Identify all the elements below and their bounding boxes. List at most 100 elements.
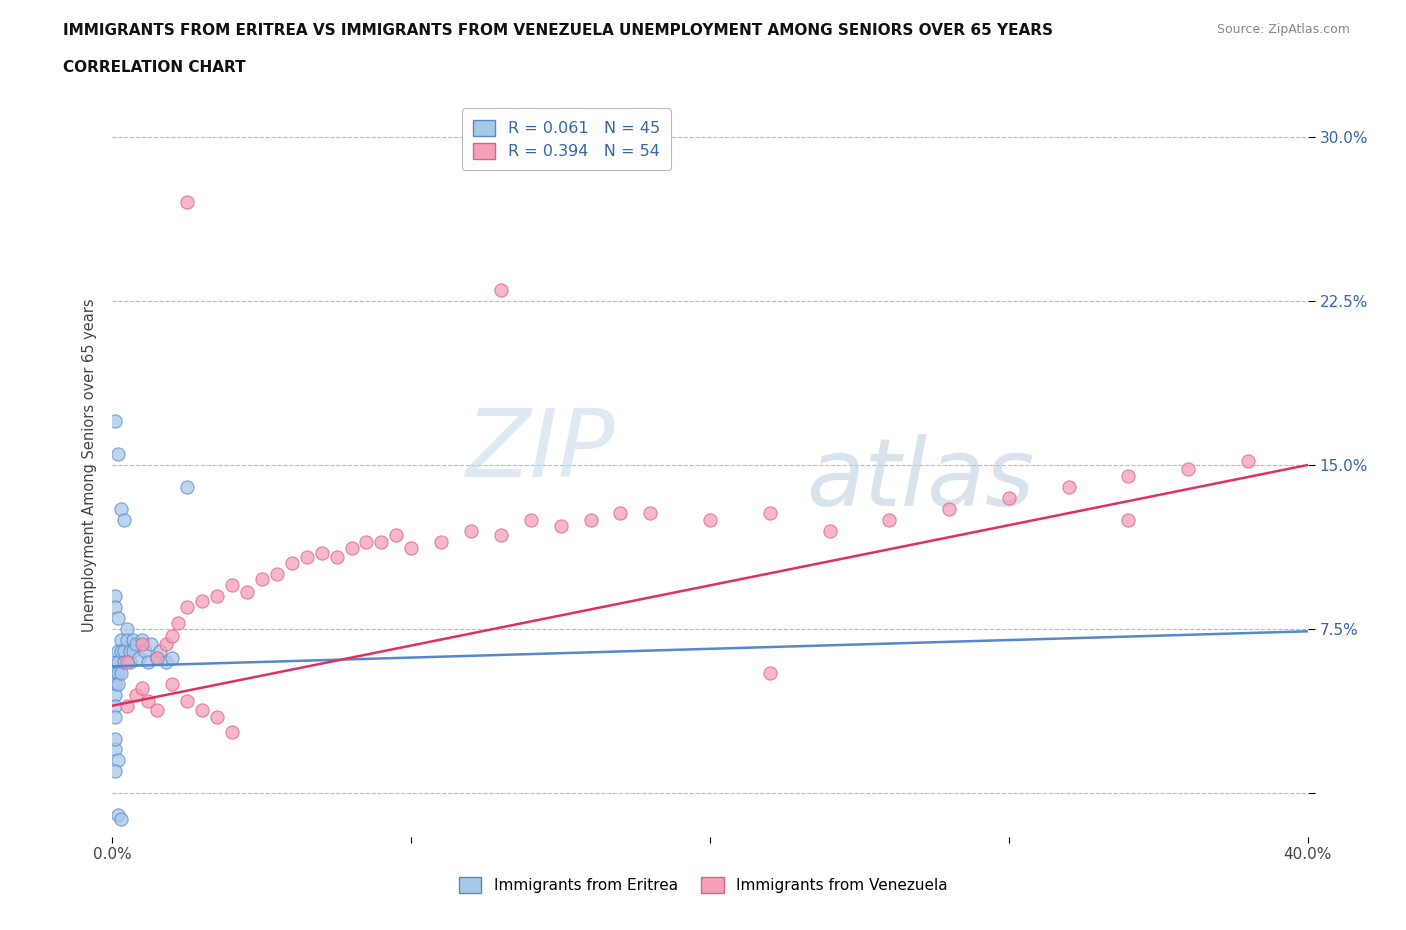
Point (550, 519, 572, 534)
Point (120, 644, 142, 658)
Text: ZIP: ZIP (465, 405, 614, 496)
Point (122, 632, 145, 647)
Point (325, 550, 347, 565)
Point (146, 650, 169, 665)
Point (579, 512, 602, 527)
Point (759, 666, 782, 681)
Point (125, 637, 148, 652)
Point (146, 703, 169, 718)
Point (131, 681, 153, 696)
Point (266, 567, 288, 582)
Point (104, 589, 127, 604)
Point (110, 644, 132, 658)
Point (699, 512, 721, 527)
Point (176, 480, 198, 495)
Point (104, 742, 127, 757)
Y-axis label: Unemployment Among Seniors over 65 years: Unemployment Among Seniors over 65 years (82, 299, 97, 631)
Point (104, 655, 127, 670)
Point (104, 764, 127, 778)
Point (114, 655, 135, 670)
Point (640, 506, 662, 521)
Point (236, 584, 259, 599)
Point (107, 666, 129, 681)
Point (138, 694, 160, 709)
Point (149, 644, 172, 658)
Point (162, 629, 183, 644)
Point (162, 676, 183, 691)
Point (131, 637, 153, 652)
Point (250, 571, 273, 586)
Point (191, 703, 214, 718)
Point (295, 550, 318, 565)
Point (110, 501, 132, 516)
Point (370, 534, 392, 549)
Text: atlas: atlas (806, 434, 1033, 525)
Point (205, 589, 228, 604)
Point (221, 724, 243, 739)
Point (117, 621, 139, 636)
Point (155, 655, 177, 670)
Point (107, 611, 129, 626)
Point (998, 490, 1021, 505)
Point (104, 666, 127, 681)
Point (107, 753, 129, 768)
Point (125, 687, 148, 702)
Legend: R = 0.061   N = 45, R = 0.394   N = 54: R = 0.061 N = 45, R = 0.394 N = 54 (461, 109, 672, 170)
Point (107, 446, 129, 461)
Point (114, 644, 135, 658)
Point (162, 650, 183, 665)
Point (138, 655, 160, 670)
Point (1118, 512, 1140, 527)
Point (110, 632, 132, 647)
Point (609, 506, 631, 521)
Point (110, 812, 132, 827)
Point (141, 637, 163, 652)
Point (134, 644, 156, 658)
Point (340, 540, 363, 555)
Point (221, 578, 243, 592)
Point (107, 807, 129, 822)
Point (104, 687, 127, 702)
Point (176, 694, 198, 709)
Legend: Immigrants from Eritrea, Immigrants from Venezuela: Immigrants from Eritrea, Immigrants from… (453, 870, 953, 899)
Point (1177, 462, 1199, 477)
Point (107, 676, 129, 691)
Point (146, 650, 169, 665)
Point (131, 632, 153, 647)
Point (879, 512, 901, 527)
Point (176, 600, 198, 615)
Point (110, 666, 132, 681)
Point (311, 545, 333, 560)
Point (205, 710, 228, 724)
Point (1118, 469, 1140, 484)
Point (104, 600, 127, 615)
Point (281, 556, 304, 571)
Text: Source: ZipAtlas.com: Source: ZipAtlas.com (1216, 23, 1350, 36)
Point (104, 676, 127, 691)
Point (176, 195, 198, 210)
Text: CORRELATION CHART: CORRELATION CHART (63, 60, 246, 75)
Point (107, 644, 129, 658)
Point (430, 534, 453, 549)
Point (155, 637, 177, 652)
Point (117, 698, 139, 713)
Point (818, 524, 841, 538)
Point (1237, 453, 1260, 468)
Point (128, 650, 150, 665)
Point (122, 644, 145, 658)
Point (117, 632, 139, 647)
Point (120, 655, 142, 670)
Point (401, 540, 423, 555)
Point (107, 655, 129, 670)
Point (385, 527, 408, 542)
Point (938, 501, 960, 516)
Point (104, 731, 127, 746)
Point (104, 710, 127, 724)
Point (489, 283, 512, 298)
Point (1057, 480, 1080, 495)
Point (114, 512, 135, 527)
Text: IMMIGRANTS FROM ERITREA VS IMMIGRANTS FROM VENEZUELA UNEMPLOYMENT AMONG SENIORS : IMMIGRANTS FROM ERITREA VS IMMIGRANTS FR… (63, 23, 1053, 38)
Point (104, 698, 127, 713)
Point (104, 414, 127, 429)
Point (759, 506, 782, 521)
